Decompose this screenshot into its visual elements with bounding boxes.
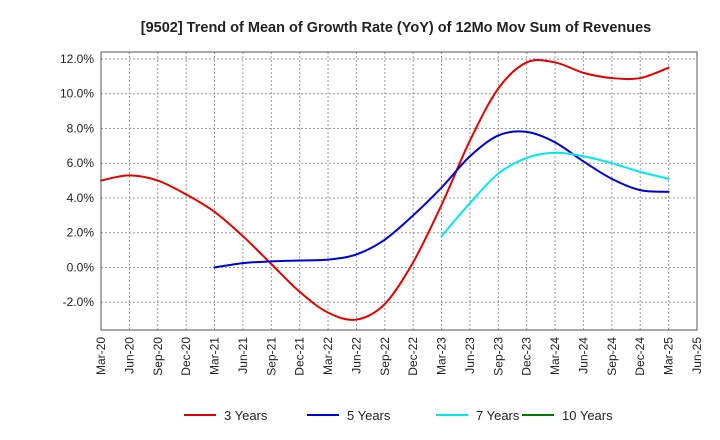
x-tick-label: Mar-24 xyxy=(548,337,562,375)
x-tick-label: Jun-23 xyxy=(463,337,477,374)
x-tick-label: Dec-21 xyxy=(293,337,307,376)
y-tick-label: 4.0% xyxy=(67,191,95,205)
chart-title: [9502] Trend of Mean of Growth Rate (YoY… xyxy=(141,20,652,36)
x-tick-label: Sep-24 xyxy=(605,337,619,376)
legend-label-7-years: 7 Years xyxy=(476,408,520,423)
x-tick-label: Jun-20 xyxy=(122,337,136,374)
x-tick-label: Mar-20 xyxy=(94,337,108,375)
series-layer xyxy=(100,59,670,321)
x-tick-label: Mar-21 xyxy=(208,337,222,375)
legend: 3 Years 5 Years 7 Years 10 Years xyxy=(184,408,613,423)
grid xyxy=(101,52,697,330)
x-tick-label: Dec-24 xyxy=(633,337,647,376)
y-tick-label: 2.0% xyxy=(67,226,95,240)
y-tick-label: -2.0% xyxy=(63,295,95,309)
series-line-5-years xyxy=(213,130,670,269)
legend-label-5-years: 5 Years xyxy=(347,408,391,423)
legend-label-3-years: 3 Years xyxy=(224,408,268,423)
y-tick-label: 8.0% xyxy=(67,121,95,135)
series-line-3-years xyxy=(100,59,670,321)
x-tick-label: Dec-22 xyxy=(406,337,420,376)
x-tick-label: Jun-25 xyxy=(690,337,704,374)
y-axis: -2.0% 0.0% 2.0% 4.0% 6.0% 8.0% 10.0% 12.0% xyxy=(60,52,94,309)
x-tick-label: Sep-23 xyxy=(491,337,505,376)
legend-label-10-years: 10 Years xyxy=(562,408,613,423)
y-tick-label: 10.0% xyxy=(60,87,94,101)
x-tick-label: Mar-23 xyxy=(435,337,449,375)
x-tick-label: Dec-23 xyxy=(520,337,534,376)
x-tick-label: Mar-22 xyxy=(321,337,335,375)
x-tick-label: Sep-20 xyxy=(151,337,165,376)
x-tick-label: Jun-24 xyxy=(576,337,590,374)
x-tick-label: Sep-21 xyxy=(264,337,278,376)
x-tick-label: Sep-22 xyxy=(378,337,392,376)
x-axis: Mar-20 Jun-20 Sep-20 Dec-20 Mar-21 Jun-21 Sep-… xyxy=(94,337,704,376)
x-tick-label: Jun-21 xyxy=(236,337,250,374)
x-tick-label: Mar-25 xyxy=(662,337,676,375)
y-tick-label: 0.0% xyxy=(67,260,95,274)
x-tick-label: Jun-22 xyxy=(349,337,363,374)
series-line-7-years xyxy=(440,151,670,238)
y-tick-label: 12.0% xyxy=(60,52,94,66)
x-tick-label: Dec-20 xyxy=(179,337,193,376)
plot-frame xyxy=(100,51,698,331)
y-tick-label: 6.0% xyxy=(67,156,95,170)
